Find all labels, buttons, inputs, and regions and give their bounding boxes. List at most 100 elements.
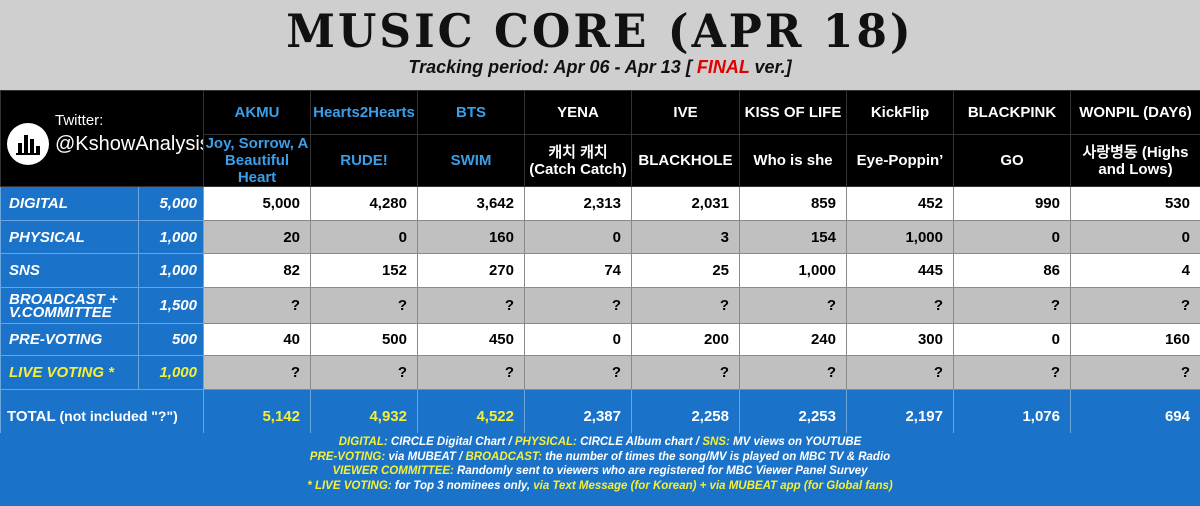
score-cell: ? (954, 288, 1071, 324)
score-cell: 240 (740, 324, 847, 356)
song-title: Joy, Sorrow, A Beautiful Heart (204, 135, 311, 187)
tracking-prefix: Tracking period: Apr 06 - Apr 13 [ (408, 57, 691, 77)
legend: DIGITAL: CIRCLE Digital Chart / PHYSICAL… (0, 433, 1200, 506)
score-cell: ? (954, 356, 1071, 390)
category-label: DIGITAL (1, 187, 139, 221)
page-title: MUSIC CORE (APR 18) (0, 0, 1200, 58)
category-label: PRE-VOTING (1, 324, 139, 356)
score-cell: 5,000 (204, 187, 311, 221)
score-row: BROADCAST + V.COMMITTEE 1,500????????? (1, 288, 1200, 324)
score-cell: ? (740, 356, 847, 390)
score-cell: 445 (847, 254, 954, 288)
category-label: BROADCAST + V.COMMITTEE (1, 288, 139, 324)
score-row: SNS 1,000 82 152 270 74 25 1,000 445 86 4 (1, 254, 1200, 288)
song-title: 사랑병동 (Highs and Lows) (1071, 135, 1200, 187)
score-cell: 160 (1071, 324, 1200, 356)
score-cell: 1,000 (847, 221, 954, 254)
score-cell: 4,280 (311, 187, 418, 221)
score-cell: 86 (954, 254, 1071, 288)
artist-name: BTS (418, 91, 525, 135)
bar-chart-logo-icon (7, 123, 49, 165)
score-cell: 300 (847, 324, 954, 356)
score-cell: 1,000 (740, 254, 847, 288)
score-cell: 160 (418, 221, 525, 254)
twitter-handle: @KshowAnalysis (55, 133, 204, 156)
score-row: DIGITAL 5,000 5,000 4,280 3,642 2,313 2,031 859… (1, 187, 1200, 221)
category-label: SNS (1, 254, 139, 288)
score-cell: 4 (1071, 254, 1200, 288)
score-cell: ? (311, 356, 418, 390)
score-cell: ? (311, 288, 418, 324)
category-weight: 5,000 (139, 187, 204, 221)
category-weight: 1,000 (139, 356, 204, 390)
score-cell: 3 (632, 221, 740, 254)
score-cell: 0 (1071, 221, 1200, 254)
score-cell: 25 (632, 254, 740, 288)
artist-name: KickFlip (847, 91, 954, 135)
score-cell: 40 (204, 324, 311, 356)
score-cell: ? (525, 356, 632, 390)
score-row: LIVE VOTING * 1,000????????? (1, 356, 1200, 390)
score-cell: 74 (525, 254, 632, 288)
score-cell: 20 (204, 221, 311, 254)
score-cell: ? (632, 356, 740, 390)
score-cell: 452 (847, 187, 954, 221)
score-cell: 82 (204, 254, 311, 288)
score-cell: 3,642 (418, 187, 525, 221)
score-cell: 530 (1071, 187, 1200, 221)
score-cell: 859 (740, 187, 847, 221)
artist-name: YENA (525, 91, 632, 135)
artist-name: KISS OF LIFE (740, 91, 847, 135)
category-label: LIVE VOTING * (1, 356, 139, 390)
score-cell: ? (847, 288, 954, 324)
category-weight: 1,000 (139, 254, 204, 288)
song-title: Who is she (740, 135, 847, 187)
title-band: MUSIC CORE (APR 18) Tracking period: Apr… (0, 0, 1200, 90)
score-cell: 270 (418, 254, 525, 288)
song-title: RUDE! (311, 135, 418, 187)
song-title: Eye-Poppin’ (847, 135, 954, 187)
artist-name: IVE (632, 91, 740, 135)
score-cell: ? (740, 288, 847, 324)
song-title: BLACKHOLE (632, 135, 740, 187)
final-label: FINAL (697, 57, 750, 77)
score-cell: 990 (954, 187, 1071, 221)
score-cell: 0 (525, 221, 632, 254)
score-cell: ? (632, 288, 740, 324)
song-title: GO (954, 135, 1071, 187)
score-row: PRE-VOTING 500 40 500 450 0 200 240 300 0 160 (1, 324, 1200, 356)
score-cell: ? (204, 356, 311, 390)
score-cell: 450 (418, 324, 525, 356)
score-cell: ? (418, 288, 525, 324)
category-label: PHYSICAL (1, 221, 139, 254)
tracking-suffix: ver.] (755, 57, 792, 77)
score-cell: 152 (311, 254, 418, 288)
score-cell: ? (1071, 356, 1200, 390)
artist-name: AKMU (204, 91, 311, 135)
artist-name: Hearts2Hearts (311, 91, 418, 135)
score-cell: 200 (632, 324, 740, 356)
score-cell: 0 (525, 324, 632, 356)
score-cell: ? (525, 288, 632, 324)
artist-name: WONPIL (DAY6) (1071, 91, 1200, 135)
score-cell: 2,031 (632, 187, 740, 221)
score-cell: 500 (311, 324, 418, 356)
score-cell: 0 (311, 221, 418, 254)
score-cell: ? (204, 288, 311, 324)
score-cell: ? (418, 356, 525, 390)
chart-table: Twitter: @KshowAnalysis AKMU Hearts2Heart… (0, 90, 1200, 444)
category-weight: 1,000 (139, 221, 204, 254)
category-weight: 1,500 (139, 288, 204, 324)
score-row: PHYSICAL 1,000 20 0 160 0 3 154 1,000 0 0 (1, 221, 1200, 254)
twitter-credit: Twitter: @KshowAnalysis (1, 91, 204, 187)
song-title: SWIM (418, 135, 525, 187)
score-cell: 2,313 (525, 187, 632, 221)
score-cell: 0 (954, 221, 1071, 254)
category-weight: 500 (139, 324, 204, 356)
song-title: 캐치 캐치 (Catch Catch) (525, 135, 632, 187)
tracking-period: Tracking period: Apr 06 - Apr 13 [ FINAL… (0, 57, 1200, 78)
score-cell: 0 (954, 324, 1071, 356)
score-cell: ? (1071, 288, 1200, 324)
artist-name: BLACKPINK (954, 91, 1071, 135)
score-cell: ? (847, 356, 954, 390)
